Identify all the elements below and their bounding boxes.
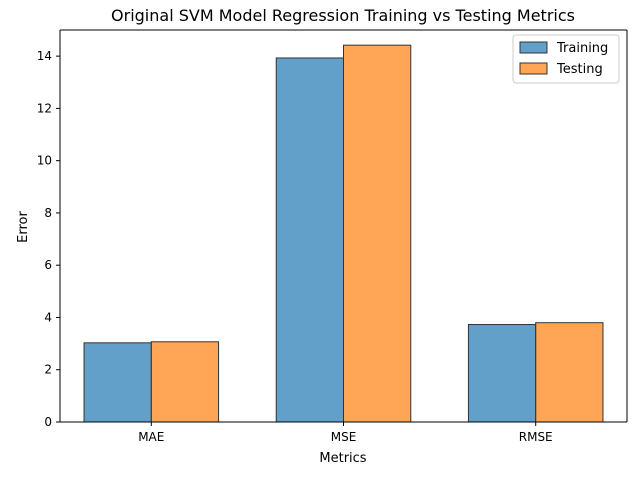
bars-layer: [83, 44, 604, 423]
y-tick-label: 2: [44, 363, 52, 377]
legend-swatch-testing: [519, 62, 548, 75]
legend-items: Training Testing: [519, 41, 608, 77]
x-tick-label: MSE: [331, 430, 357, 444]
plot-area: 0 2 4 6 8 10 12 14 MAE MSE RMSE: [37, 29, 628, 444]
y-axis-label: Error: [16, 211, 31, 243]
y-tick-label: 12: [37, 101, 52, 115]
x-tick-label: RMSE: [519, 430, 553, 444]
axes-layer: [59, 29, 628, 423]
y-tick-label: 6: [44, 258, 52, 272]
legend-swatch-training: [519, 41, 548, 54]
bar-training-mse: [275, 57, 345, 423]
x-tick-label: MAE: [138, 430, 164, 444]
chart-title: Original SVM Model Regression Training v…: [111, 6, 575, 25]
y-tick-label: 14: [37, 49, 52, 63]
bar-testing-rmse: [535, 322, 604, 423]
bar-training-mae: [83, 342, 152, 423]
ticks-layer: 0 2 4 6 8 10 12 14 MAE MSE RMSE: [37, 49, 553, 444]
y-tick-label: 8: [44, 206, 52, 220]
y-tick-label: 4: [44, 310, 52, 324]
y-tick-label: 10: [37, 154, 52, 168]
legend-label-testing: Testing: [556, 62, 603, 77]
legend-label-training: Training: [556, 41, 608, 56]
bar-testing-mse: [343, 44, 412, 423]
bar-training-rmse: [467, 324, 537, 423]
x-axis-label: Metrics: [319, 451, 366, 466]
y-tick-label: 0: [44, 415, 52, 429]
bar-testing-mae: [150, 341, 220, 423]
legend: Training Testing: [512, 34, 620, 84]
